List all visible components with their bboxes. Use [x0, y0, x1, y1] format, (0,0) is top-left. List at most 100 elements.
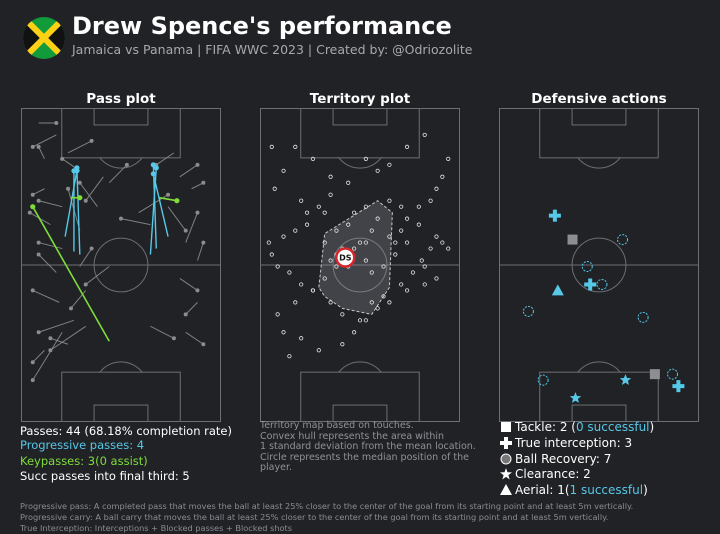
touch-point	[269, 144, 274, 149]
keypass-end-point	[30, 204, 36, 210]
touch-point	[375, 216, 380, 221]
ball-recovery-marker	[637, 311, 649, 323]
pass-end-point	[201, 240, 206, 245]
pass-line	[150, 325, 175, 339]
pass-line	[32, 349, 45, 363]
touch-point	[304, 210, 310, 215]
territory-note-line: Convex hull represents the area within	[260, 430, 445, 442]
touch-point	[275, 312, 280, 317]
pass-end-point	[119, 216, 123, 221]
interception-marker	[672, 380, 685, 393]
pass-end-point	[89, 246, 94, 251]
legend-aerial-close: )	[643, 483, 648, 497]
pass-end-point	[166, 192, 171, 197]
progressive-end-point	[150, 171, 156, 177]
pass-end-point	[30, 360, 35, 365]
pass-line	[32, 188, 45, 196]
pass-line	[32, 332, 63, 381]
touch-point	[363, 204, 368, 209]
pass-end-point	[195, 288, 200, 293]
touch-point	[399, 282, 404, 287]
touch-point	[310, 288, 316, 293]
pass-line	[79, 248, 93, 267]
touch-point	[352, 246, 357, 251]
pass-end-point	[48, 336, 53, 341]
touch-point	[387, 198, 392, 203]
territory-note-line: Territory map based on touches.	[260, 420, 414, 431]
top-penalty-box	[539, 108, 659, 159]
territory-note-line: 1 standard deviation from the mean locat…	[260, 441, 476, 452]
ball-recovery-marker	[522, 305, 534, 317]
legend-recovery: Ball Recovery: 7	[500, 452, 611, 466]
touch-point	[422, 132, 427, 138]
touch-point	[440, 174, 445, 179]
touch-point	[434, 186, 439, 191]
interception-marker	[584, 278, 597, 291]
touch-point	[340, 312, 345, 317]
bottom-penalty-box	[539, 371, 659, 422]
pass-end-point	[36, 198, 41, 203]
touch-point	[416, 204, 421, 209]
bottom-six-yard-box	[93, 404, 149, 422]
touch-point	[428, 198, 433, 203]
pass-line	[191, 182, 204, 190]
pass-line	[32, 289, 60, 303]
median-position-marker	[335, 247, 356, 268]
progressive-pass-stat: Progressive passes: 4	[20, 438, 145, 452]
tackle-marker	[567, 234, 578, 245]
pass-end-point	[195, 210, 200, 215]
touch-point	[440, 240, 445, 245]
pass-end-point	[60, 156, 65, 161]
territory-plot-title: Territory plot	[309, 91, 411, 107]
pass-end-point	[30, 288, 35, 293]
touch-point	[352, 210, 357, 215]
ball-recovery-marker	[617, 234, 629, 246]
touch-point	[357, 318, 363, 323]
legend-interception-text: True interception: 3	[515, 436, 633, 450]
touch-point	[363, 258, 368, 263]
touch-point	[434, 276, 439, 281]
plus-icon	[500, 437, 512, 449]
keypass-line	[32, 206, 110, 342]
aerial-marker	[551, 284, 564, 296]
touch-point	[287, 270, 292, 275]
touch-point	[357, 240, 363, 245]
pitch-lines	[260, 108, 460, 422]
touch-point	[266, 240, 271, 245]
centre-circle	[93, 237, 149, 293]
legend-recovery-text: Ball Recovery: 7	[515, 452, 612, 466]
pitch-lines	[21, 108, 221, 422]
touch-point	[387, 234, 392, 239]
touch-point	[369, 270, 374, 275]
touch-point	[293, 228, 298, 233]
pitch-lines	[499, 108, 699, 422]
touch-point	[416, 222, 421, 227]
square-icon	[501, 422, 511, 432]
legend-tackle-text: Tackle: 2 (	[515, 420, 576, 434]
touch-point	[404, 240, 410, 245]
page-subtitle: Jamaica vs Panama | FIFA WWC 2023 | Crea…	[72, 42, 473, 57]
bottom-penalty-arc	[577, 361, 621, 373]
convex-hull-area	[318, 200, 393, 315]
touch-point	[434, 234, 439, 239]
pass-end-point	[195, 162, 200, 167]
touch-point	[393, 240, 398, 245]
pass-end-point	[183, 228, 188, 233]
touch-point	[322, 276, 327, 281]
touch-point	[422, 282, 427, 287]
pass-end-point	[171, 336, 176, 341]
ball-recovery-marker	[667, 368, 679, 380]
legend-clearance: Clearance: 2	[500, 467, 591, 481]
legend-tackle: Tackle: 2 (0 successful)	[500, 420, 654, 434]
touch-point	[334, 228, 339, 233]
pass-end-point	[27, 210, 32, 215]
pass-line	[85, 176, 104, 202]
bottom-six-yard-box	[571, 404, 627, 422]
legend-aerial: Aerial: 1(1 successful)	[500, 483, 648, 497]
bottom-penalty-arc	[99, 361, 143, 373]
touch-point	[275, 264, 280, 269]
pass-end-point	[36, 252, 41, 257]
pass-end-point	[48, 348, 53, 353]
pass-line	[179, 278, 198, 291]
clearance-marker	[619, 374, 632, 385]
